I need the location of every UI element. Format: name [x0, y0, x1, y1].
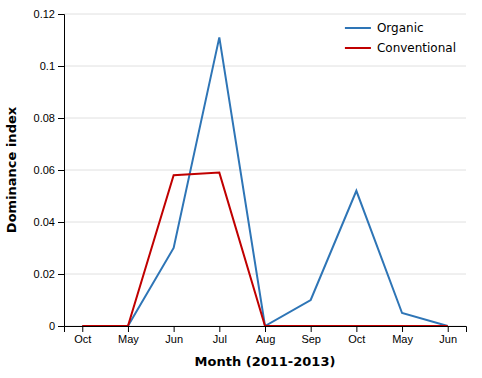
- grid-line: [64, 118, 466, 119]
- x-tick-label: Jun: [439, 333, 457, 345]
- y-tick: 0: [49, 320, 64, 332]
- x-tick: Sep: [301, 326, 321, 345]
- x-tick-mark: [402, 326, 403, 332]
- x-tick-mark: [356, 326, 357, 332]
- y-tick-label: 0.04: [34, 216, 55, 228]
- x-tick-label: Oct: [74, 333, 91, 345]
- x-tick: May: [118, 326, 139, 345]
- x-tick-label: Oct: [348, 333, 365, 345]
- x-tick: Oct: [74, 326, 91, 345]
- y-tick-label: 0.12: [34, 8, 55, 20]
- y-tick: 0.08: [34, 112, 64, 124]
- lines: [82, 37, 447, 326]
- y-tick: 0.02: [34, 268, 64, 280]
- y-tick-mark: [58, 222, 64, 223]
- x-tick-label: Aug: [256, 333, 276, 345]
- x-tick-mark: [128, 326, 129, 332]
- legend: Organic Conventional: [345, 21, 456, 55]
- y-tick-label: 0.06: [34, 164, 55, 176]
- x-tick: Oct: [348, 326, 365, 345]
- x-axis: Oct May Jun Jul Aug Sep Oct May Jun: [65, 326, 467, 345]
- x-tick-mark: [448, 326, 449, 332]
- x-tick-mark: [311, 326, 312, 332]
- y-tick: 0.12: [34, 8, 64, 20]
- legend-item: Conventional: [345, 41, 456, 55]
- grid-line: [64, 274, 466, 275]
- y-tick-mark: [58, 274, 64, 275]
- plot: Oct May Jun Jul Aug Sep Oct May Jun 0 0.02 0.04 0.06…: [34, 8, 467, 345]
- series-line: [82, 173, 447, 326]
- x-tick: Jun: [165, 326, 183, 345]
- x-axis-line: [65, 327, 467, 333]
- x-tick: Aug: [256, 326, 276, 345]
- y-tick: 0.04: [34, 216, 64, 228]
- y-tick-mark: [58, 326, 64, 327]
- y-tick: 0.06: [34, 164, 64, 176]
- x-tick-label: Jul: [213, 333, 227, 345]
- y-axis: 0 0.02 0.04 0.06 0.08 0.1 0.12: [34, 8, 65, 332]
- legend-item: Organic: [345, 21, 424, 35]
- legend-label: Organic: [377, 21, 424, 35]
- x-tick-mark: [219, 326, 220, 332]
- x-tick-label: May: [392, 333, 413, 345]
- y-tick-mark: [58, 66, 64, 67]
- x-tick: May: [392, 326, 413, 345]
- y-tick-label: 0.08: [34, 112, 55, 124]
- x-tick-label: Jun: [165, 333, 183, 345]
- grid: [64, 14, 466, 326]
- x-tick: Jun: [439, 326, 457, 345]
- grid-line: [64, 14, 466, 15]
- y-tick: 0.1: [40, 60, 64, 72]
- legend-swatch: [345, 47, 371, 49]
- y-tick-mark: [58, 118, 64, 119]
- y-tick-label: 0: [49, 320, 55, 332]
- grid-line: [64, 170, 466, 171]
- y-tick-label: 0.02: [34, 268, 55, 280]
- x-tick-mark: [82, 326, 83, 332]
- x-tick: Jul: [213, 326, 227, 345]
- series-line: [82, 37, 447, 326]
- y-axis-title: Dominance index: [4, 106, 19, 233]
- y-tick-mark: [58, 170, 64, 171]
- x-tick-label: Sep: [301, 333, 321, 345]
- x-tick-mark: [265, 326, 266, 332]
- legend-label: Conventional: [377, 41, 456, 55]
- grid-line: [64, 66, 466, 67]
- x-axis-title: Month (2011-2013): [195, 354, 336, 369]
- y-axis-line: [58, 15, 65, 327]
- grid-line: [64, 222, 466, 223]
- y-tick-label: 0.1: [40, 60, 55, 72]
- x-tick-mark: [174, 326, 175, 332]
- y-tick-mark: [58, 14, 64, 15]
- legend-swatch: [345, 27, 371, 29]
- x-tick-label: May: [118, 333, 139, 345]
- chart: Oct May Jun Jul Aug Sep Oct May Jun 0 0.02 0.04 0.06…: [0, 0, 482, 378]
